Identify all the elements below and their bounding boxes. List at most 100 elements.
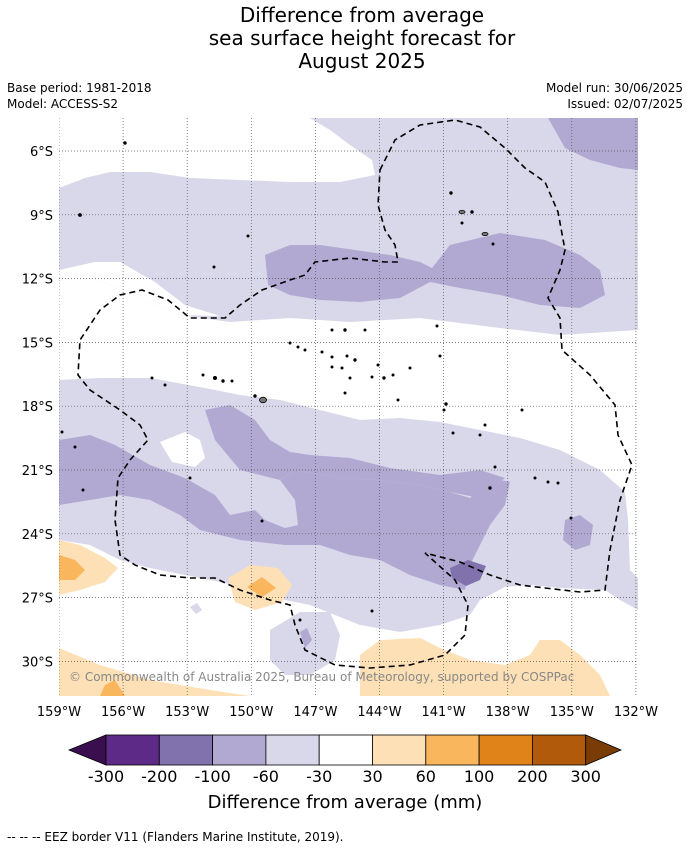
longitude-tick-label: 147°W <box>293 705 337 720</box>
island <box>81 488 85 492</box>
colorbar-tick-label: 200 <box>517 767 548 786</box>
island <box>330 328 334 332</box>
island <box>460 221 464 225</box>
colorbar-tick-label: -200 <box>141 767 177 786</box>
longitude-tick-label: 135°W <box>550 705 594 720</box>
island <box>408 366 412 370</box>
island <box>363 328 367 332</box>
island <box>458 209 466 214</box>
island <box>212 375 217 380</box>
longitude-tick-label: 153°W <box>165 705 209 720</box>
anomaly-region-light-north-gap <box>59 118 375 188</box>
island <box>483 423 487 427</box>
colorbar-tick-label: 300 <box>570 767 601 786</box>
anomaly-region-white-pocket <box>160 432 205 467</box>
model-run: Model run: 30/06/2025 <box>545 81 683 95</box>
colorbar-tick-label: -60 <box>253 767 279 786</box>
eez-footnote: -- -- -- EEZ border V11 (Flanders Marine… <box>7 830 344 844</box>
colorbar-segment <box>425 734 480 766</box>
colorbar-segment <box>265 734 320 766</box>
colorbar-tick-label: -300 <box>88 767 124 786</box>
island <box>348 376 352 380</box>
island <box>340 366 344 370</box>
island <box>520 408 524 412</box>
island <box>320 350 324 354</box>
colorbar-tick-label: -30 <box>306 767 332 786</box>
anomaly-region-medium-small <box>300 628 312 648</box>
island <box>370 609 374 613</box>
island <box>330 365 334 369</box>
island <box>123 141 127 145</box>
island <box>296 345 300 349</box>
island <box>491 242 495 246</box>
island <box>442 408 446 412</box>
anomaly-region-warm-west <box>59 540 118 595</box>
longitude-tick-label: 138°W <box>486 705 530 720</box>
island <box>370 375 374 379</box>
anomaly-region-warm-center-core <box>247 577 276 597</box>
island <box>73 445 77 449</box>
island <box>345 354 349 358</box>
anomaly-region-warm-southeast <box>360 638 610 696</box>
anomaly-field <box>59 118 638 696</box>
island <box>288 341 292 345</box>
anomaly-region-medium-east <box>563 515 593 550</box>
island <box>470 210 474 214</box>
island <box>330 355 334 359</box>
title-line-2: sea surface height forecast for <box>208 26 516 50</box>
anomaly-region-medium-north <box>265 233 605 308</box>
island <box>188 476 192 480</box>
longitude-labels: 159°W 156°W 153°W 150°W 147°W 144°W 141°W 138°W… <box>37 705 658 720</box>
latitude-tick-label: 12°S <box>22 273 53 288</box>
island <box>478 433 482 437</box>
island <box>78 213 82 217</box>
island <box>353 358 357 362</box>
colorbar-segment <box>105 734 160 766</box>
island <box>259 396 267 404</box>
anomaly-region-medium-northeast <box>548 118 638 170</box>
longitude-tick-label: 159°W <box>37 705 81 720</box>
colorbar-tick-label: 30 <box>362 767 382 786</box>
meta-right: Model run: 30/06/2025 Issued: 02/07/2025 <box>546 80 683 112</box>
colorbar-segment <box>532 734 587 766</box>
island <box>438 354 442 358</box>
anomaly-region-medium-central <box>59 435 510 590</box>
island <box>60 430 64 434</box>
island <box>449 191 453 195</box>
latitude-tick-label: 30°S <box>22 655 53 670</box>
colorbar-extend-high <box>585 734 623 766</box>
eez-border <box>77 119 633 669</box>
colorbar <box>67 734 623 766</box>
latitude-tick-label: 15°S <box>22 336 53 351</box>
colorbar-segment <box>212 734 267 766</box>
latitude-tick-label: 24°S <box>22 528 53 543</box>
island <box>221 379 225 383</box>
island <box>230 379 234 383</box>
longitude-tick-label: 156°W <box>101 705 145 720</box>
anomaly-region-warm-south-core <box>100 680 125 696</box>
colorbar-segment <box>372 734 427 766</box>
island <box>212 265 216 269</box>
colorbar-title: Difference from average (mm) <box>207 792 483 813</box>
latitude-tick-label: 27°S <box>22 592 53 607</box>
anomaly-region-white-gap-west <box>59 262 220 316</box>
longitude-tick-label: 132°W <box>614 705 658 720</box>
island <box>343 328 347 332</box>
island <box>435 324 439 328</box>
island <box>253 394 257 398</box>
anomaly-region-light-dot <box>190 603 202 614</box>
latitude-tick-label: 6°S <box>30 145 53 160</box>
island <box>201 373 205 377</box>
islands <box>60 141 573 622</box>
anomaly-region-warm-west-core <box>59 555 85 580</box>
island <box>303 348 307 352</box>
colorbar-tick-label: -100 <box>194 767 230 786</box>
longitude-tick-label: 150°W <box>229 705 273 720</box>
colorbar-extend-low <box>67 734 107 766</box>
colorbar-labels: -300 -200 -100 -60 -30 30 60 100 200 300 <box>88 767 601 786</box>
island <box>533 476 537 480</box>
island <box>444 402 448 406</box>
colorbar-segment <box>158 734 214 766</box>
latitude-labels: 6°S 9°S 12°S 15°S 18°S 21°S 24°S 27°S 30°S <box>22 145 53 670</box>
